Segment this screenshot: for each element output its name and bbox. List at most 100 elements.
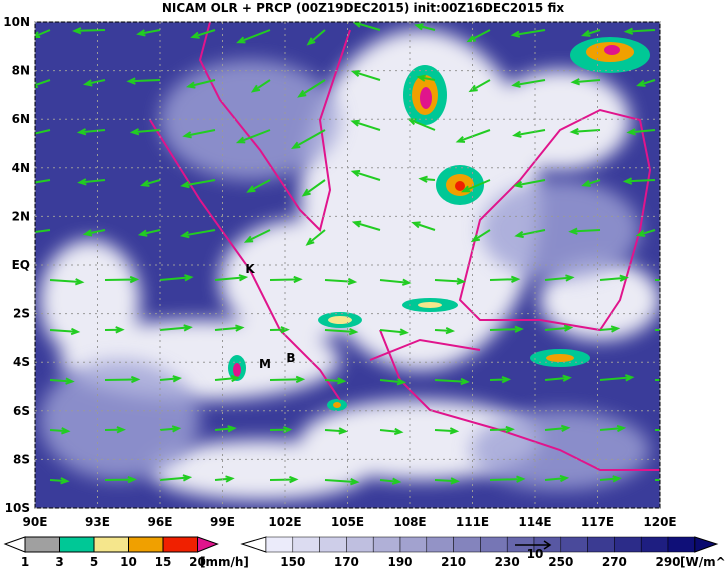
olr-swatch — [453, 536, 481, 553]
wind-arrow — [623, 27, 656, 35]
wind-arrow — [434, 277, 467, 285]
wind-arrow — [305, 229, 326, 246]
wind-arrow — [489, 325, 524, 333]
lon-label: 93E — [85, 515, 110, 529]
wind-arrow — [434, 377, 470, 386]
wind-arrow — [489, 375, 512, 384]
wind-arrow — [49, 427, 71, 435]
wind-arrow — [297, 79, 326, 98]
wind-arrow — [352, 22, 381, 31]
lon-label: 96E — [148, 515, 173, 529]
olr-swatch — [426, 536, 454, 553]
precip-label: 3 — [55, 555, 63, 569]
wind-arrow — [434, 327, 456, 335]
wind-arrow — [104, 375, 141, 384]
wind-arrow — [159, 474, 193, 482]
wind-arrow — [104, 275, 140, 284]
wind-arrow — [49, 377, 75, 385]
wind-arrow — [416, 74, 436, 82]
wind-arrow — [49, 327, 81, 336]
olr-label: 150 — [280, 555, 305, 569]
wind-arrow — [179, 229, 216, 239]
wind-arrow — [434, 427, 460, 435]
wind-arrow — [654, 278, 660, 281]
olr-swatch — [694, 536, 719, 553]
olr-label: 290 — [655, 555, 680, 569]
precip-swatch — [128, 536, 164, 553]
wind-arrow — [599, 374, 635, 382]
wind-arrow — [104, 475, 137, 484]
lon-label: 102E — [268, 515, 301, 529]
wind-arrow — [455, 129, 491, 143]
lon-label: 114E — [518, 515, 551, 529]
wind-arrow — [468, 79, 491, 93]
wind-arrow — [159, 425, 182, 433]
wind-arrow — [510, 29, 546, 38]
lat-label: 2S — [13, 307, 30, 321]
lat-label: 8N — [12, 64, 30, 78]
wind-vectors — [35, 22, 660, 486]
map-field — [35, 22, 660, 508]
wind-arrow — [351, 220, 381, 231]
olr-swatch — [265, 536, 294, 553]
precip-label: 10 — [120, 555, 137, 569]
olr-swatch — [399, 536, 428, 553]
olr-swatch — [560, 536, 588, 553]
wind-arrow — [246, 179, 271, 193]
wind-arrow — [544, 424, 571, 433]
wind-arrow — [180, 179, 216, 189]
wind-arrow — [301, 179, 326, 197]
lat-label: EQ — [12, 258, 30, 272]
wind-arrow — [379, 427, 404, 436]
wind-arrow — [140, 179, 161, 187]
wind-arrow — [544, 274, 575, 282]
lat-label: 10N — [3, 15, 30, 29]
wind-arrow — [466, 29, 491, 43]
precip-label: 1 — [21, 555, 29, 569]
wind-arrow — [269, 326, 290, 334]
wind-arrow — [126, 77, 161, 85]
olr-unit: [W/m^2] — [680, 555, 726, 569]
precip-label: 5 — [90, 555, 98, 569]
wind-arrow — [243, 229, 271, 243]
wind-arrow — [654, 428, 660, 431]
olr-swatch — [667, 536, 696, 553]
wind-arrow — [580, 29, 601, 37]
wind-arrow — [460, 179, 491, 193]
wind-arrow — [544, 474, 570, 483]
wind-arrow — [306, 29, 326, 46]
precip-unit: [mm/h] — [200, 555, 249, 569]
place-marker: B — [286, 351, 295, 365]
lat-label: 2N — [12, 209, 30, 223]
wind-arrow — [71, 27, 106, 35]
wind-arrow — [569, 127, 601, 136]
wind-arrow — [350, 119, 381, 131]
lat-label: 8S — [13, 452, 30, 466]
lon-label: 120E — [643, 515, 676, 529]
wind-arrow — [35, 29, 51, 39]
olr-label: 250 — [548, 555, 573, 569]
wind-arrow — [291, 129, 326, 149]
wind-arrow — [470, 229, 491, 243]
wind-arrow — [76, 128, 106, 136]
olr-swatch — [640, 536, 669, 553]
wind-arrow — [626, 128, 656, 136]
wind-arrow — [635, 229, 656, 237]
lon-label: 117E — [581, 515, 614, 529]
wind-arrow — [379, 328, 409, 336]
wind-arrow — [599, 274, 629, 282]
wind-arrow — [235, 129, 271, 144]
wind-arrow — [379, 278, 412, 286]
wind-arrow — [411, 221, 436, 231]
wind-arrow — [324, 377, 347, 385]
wind-arrow — [49, 477, 70, 485]
wind-arrow — [250, 79, 271, 93]
precip-swatch — [24, 536, 60, 553]
wind-arrow — [82, 229, 106, 237]
olr-label: 210 — [441, 555, 466, 569]
axes: 90E 93E 96E 99E 102E 105E 108E 111E 114E 117E 120E… — [3, 15, 676, 529]
wind-arrow — [77, 178, 106, 186]
wind-arrow — [269, 275, 303, 284]
wind-arrow — [599, 475, 622, 483]
